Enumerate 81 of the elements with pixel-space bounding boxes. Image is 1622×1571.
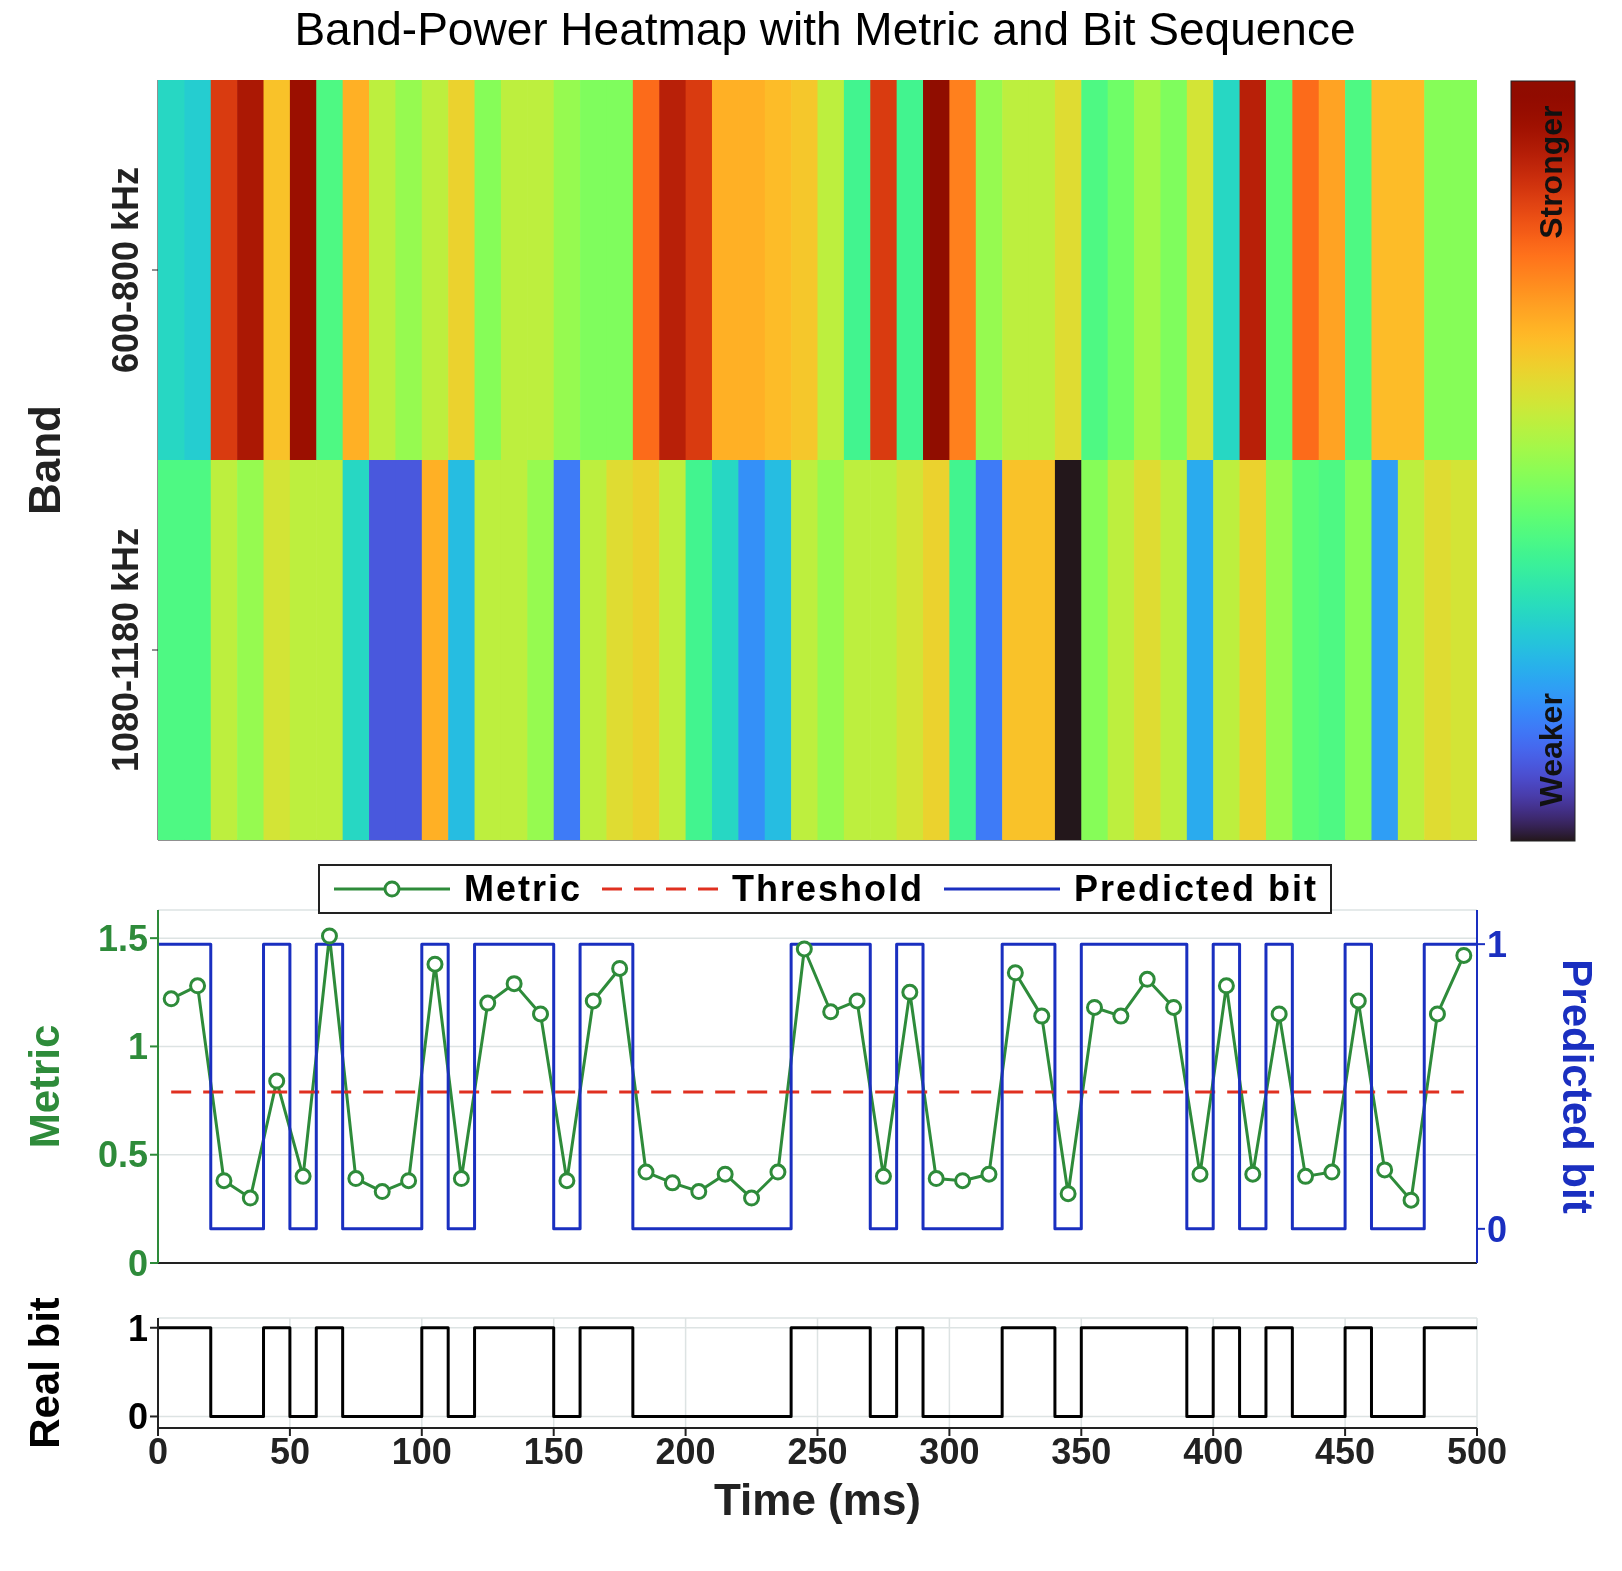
point — [584, 992, 602, 1010]
point — [901, 983, 919, 1001]
point — [1191, 1165, 1209, 1183]
point — [1059, 1185, 1077, 1203]
y-tick-label: 1.5 — [97, 917, 148, 959]
point — [1112, 1007, 1130, 1025]
point — [690, 1183, 708, 1201]
point — [1402, 1191, 1420, 1209]
y-tick-label: 0 — [127, 1396, 148, 1438]
point — [1297, 1167, 1315, 1185]
point — [532, 1005, 550, 1023]
y2-tick-label: 1 — [1487, 923, 1508, 965]
y-axis-title: Real bit — [20, 1297, 68, 1449]
point — [426, 955, 444, 973]
point — [320, 927, 338, 945]
point — [505, 975, 523, 993]
point — [795, 940, 813, 958]
x-tick-label: 150 — [523, 1430, 584, 1472]
x-tick-label: 50 — [269, 1430, 310, 1472]
point — [347, 1170, 365, 1188]
point — [162, 990, 180, 1008]
point — [1376, 1161, 1394, 1179]
y-axis-title: Band — [19, 405, 69, 515]
point — [479, 994, 497, 1012]
point — [1138, 970, 1156, 988]
y-axis-title: Metric — [20, 1024, 68, 1149]
color-bar-label: Stronger — [1533, 105, 1569, 239]
x-tick-label: 500 — [1446, 1430, 1508, 1472]
x-tick-label: 350 — [1051, 1430, 1112, 1472]
point — [769, 1163, 787, 1181]
point — [1217, 977, 1235, 995]
point — [980, 1165, 998, 1183]
color-bar-label: Weaker — [1533, 693, 1569, 807]
point — [954, 1172, 972, 1190]
point — [1455, 946, 1473, 964]
x-tick-label: 450 — [1315, 1430, 1376, 1472]
point — [611, 959, 629, 977]
point — [241, 1189, 259, 1207]
point — [400, 1172, 418, 1190]
point — [1244, 1165, 1262, 1183]
point — [822, 1003, 840, 1021]
y2-tick-label: 0 — [1487, 1208, 1508, 1250]
point — [927, 1170, 945, 1188]
x-tick-label: 300 — [919, 1430, 980, 1472]
point — [1428, 1005, 1446, 1023]
point — [1165, 998, 1183, 1016]
y-tick-label: 1 — [127, 1307, 148, 1349]
point — [189, 977, 207, 995]
x-tick-label: 250 — [787, 1430, 848, 1472]
x-tick-label: 100 — [391, 1430, 452, 1472]
point — [1033, 1007, 1051, 1025]
point — [637, 1163, 655, 1181]
y-tick-label: 0 — [127, 1242, 148, 1284]
x-tick-label: 200 — [655, 1430, 716, 1472]
point — [1349, 992, 1367, 1010]
x-tick-label: 400 — [1183, 1430, 1244, 1472]
y2-axis-title: Predicted bit — [1554, 959, 1602, 1214]
chart-title: Band-Power Heatmap with Metric and Bit Sequence — [293, 2, 1357, 56]
legend-label: Metric — [463, 868, 582, 910]
point — [1006, 964, 1024, 982]
point — [294, 1167, 312, 1185]
x-axis-title: Time (ms) — [713, 1475, 922, 1524]
point — [874, 1167, 892, 1185]
point — [452, 1170, 470, 1188]
point — [1323, 1163, 1341, 1181]
legend-label: Predicted bit — [1074, 868, 1319, 910]
y-tick-label: 600-800 kHz — [105, 166, 146, 374]
point — [215, 1172, 233, 1190]
point — [848, 992, 866, 1010]
y-tick-label: 1080-1180 kHz — [105, 527, 146, 773]
point — [373, 1183, 391, 1201]
y-tick-label: 0.5 — [97, 1134, 148, 1176]
point — [716, 1165, 734, 1183]
point — [268, 1072, 286, 1090]
point — [663, 1174, 681, 1192]
point — [1270, 1005, 1288, 1023]
point — [558, 1172, 576, 1190]
legend-label: Threshold — [731, 868, 924, 910]
y-tick-label: 1 — [127, 1026, 148, 1068]
point — [1085, 998, 1103, 1016]
point — [743, 1189, 761, 1207]
